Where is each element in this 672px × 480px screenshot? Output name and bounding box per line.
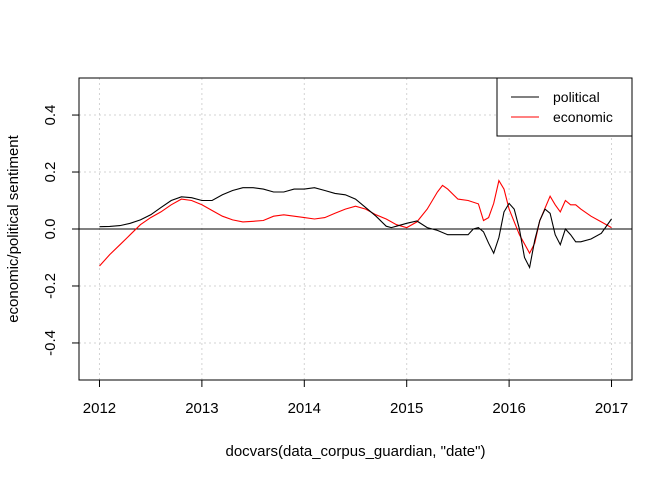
x-axis: 2012 2013 2014 2015 2016 2017 [83, 379, 628, 417]
y-tick-label: 0.2 [42, 162, 59, 183]
y-axis-label: economic/political sentiment [5, 134, 22, 322]
x-tick-label: 2016 [492, 400, 525, 417]
y-tick-label: -0.2 [42, 273, 59, 299]
y-tick-label: 0.0 [42, 219, 59, 240]
y-axis: -0.4 -0.2 0.0 0.2 0.4 [42, 105, 80, 356]
legend: political economic [496, 77, 633, 137]
series-line-political [99, 187, 612, 270]
series-line-economic [99, 179, 612, 267]
legend-box [496, 77, 633, 137]
x-tick-label: 2017 [595, 400, 628, 417]
legend-label-economic: economic [553, 109, 613, 125]
x-tick-label: 2014 [288, 400, 321, 417]
legend-label-political: political [553, 89, 600, 105]
x-tick-label: 2012 [83, 400, 116, 417]
y-tick-label: -0.4 [42, 330, 59, 356]
x-tick-label: 2013 [185, 400, 218, 417]
y-tick-label: 0.4 [42, 105, 59, 126]
x-tick-label: 2015 [390, 400, 423, 417]
x-axis-label: docvars(data_corpus_guardian, "date") [226, 443, 486, 460]
series-lines [99, 179, 612, 270]
